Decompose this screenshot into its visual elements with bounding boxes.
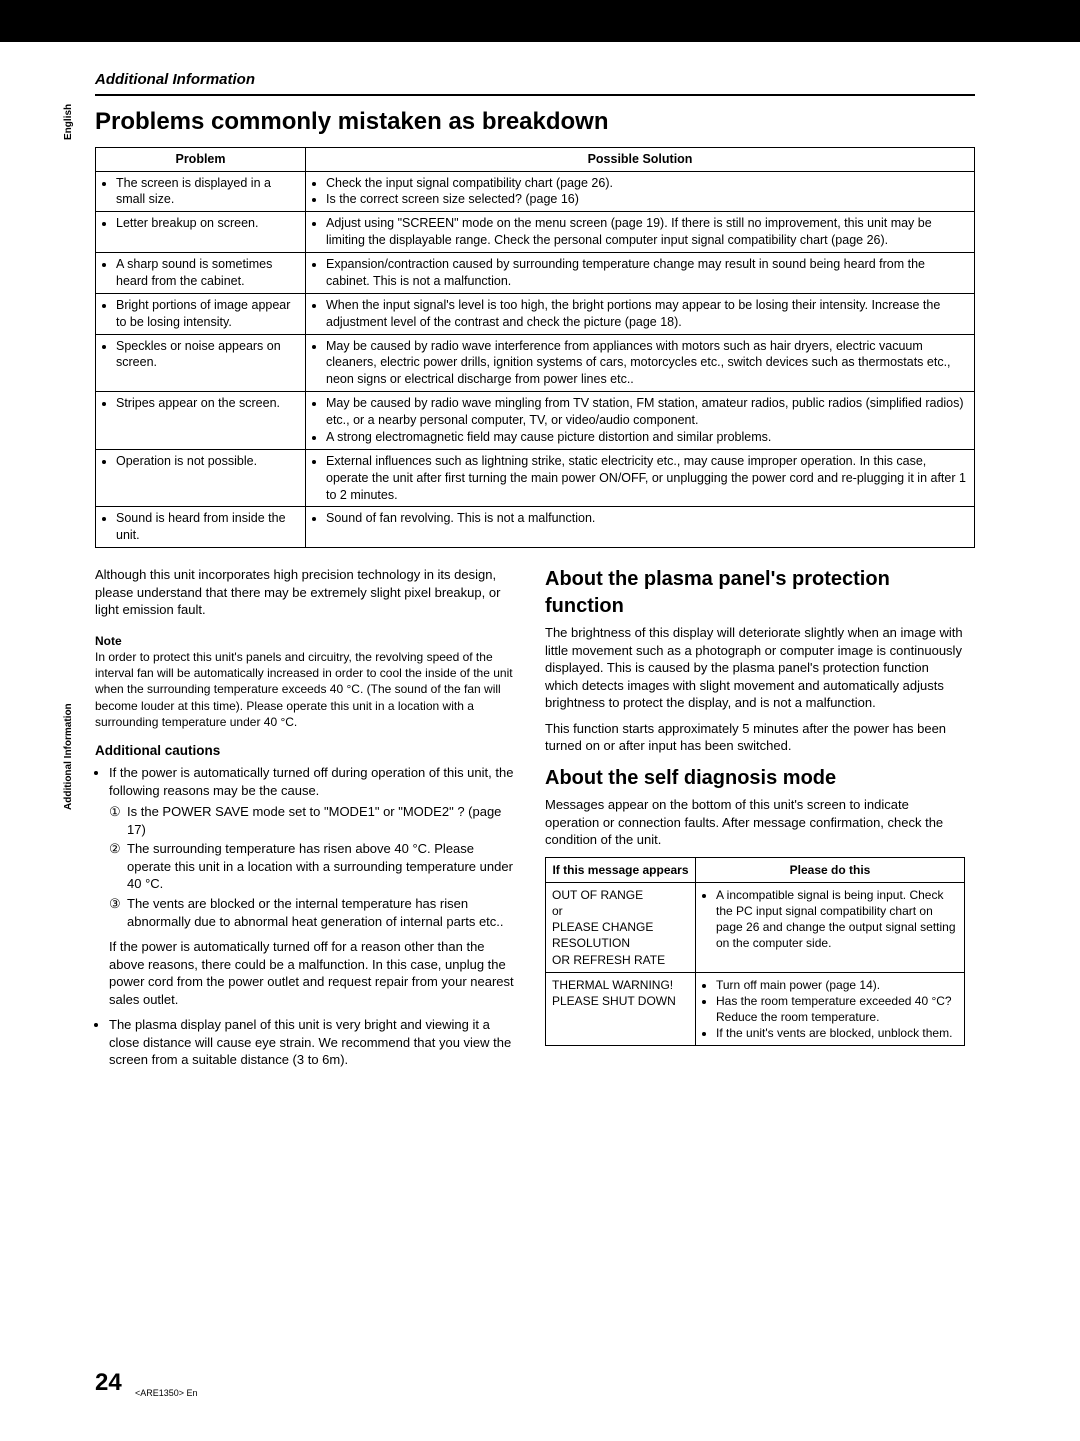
table-row-solution: Adjust using "SCREEN" mode on the menu s… [306,212,975,253]
page-title: Problems commonly mistaken as breakdown [95,106,975,138]
table-row-problem: Operation is not possible. [96,449,306,507]
table-row-problem: Sound is heard from inside the unit. [96,507,306,548]
table-row-problem: Letter breakup on screen. [96,212,306,253]
selfdiag-intro: Messages appear on the bottom of this un… [545,796,965,849]
plasma-p2: This function starts approximately 5 min… [545,720,965,755]
caution-item: Is the POWER SAVE mode set to "MODE1" or… [127,803,515,838]
th-problem: Problem [96,147,306,171]
page-number: 24 [95,1367,122,1399]
table-row-problem: The screen is displayed in a small size. [96,171,306,212]
table-row-problem: Speckles or noise appears on screen. [96,334,306,392]
th-msg: If this message appears [546,857,696,882]
note-label: Note [95,633,515,649]
page-content: Additional Information Problems commonly… [95,70,975,1069]
side-label-english: English [62,104,76,140]
section-header: Additional Information [95,70,975,90]
table-row-solution: Expansion/contraction caused by surround… [306,253,975,294]
diagnosis-table: If this message appears Please do this O… [545,857,965,1047]
left-column: Although this unit incorporates high pre… [95,566,515,1069]
table-row-solution: Sound of fan revolving. This is not a ma… [306,507,975,548]
caution-item: The vents are blocked or the internal te… [127,895,515,930]
side-label-section: Additional Information [62,703,76,810]
th-action: Please do this [696,857,965,882]
plasma-heading: About the plasma panel's protection func… [545,566,965,620]
selfdiag-heading: About the self diagnosis mode [545,765,965,792]
cautions-after: If the power is automatically turned off… [109,938,515,1008]
table-row-solution: Check the input signal compatibility cha… [306,171,975,212]
diag-action: Turn off main power (page 14).Has the ro… [696,972,965,1046]
table-row-solution: External influences such as lightning st… [306,449,975,507]
table-row-solution: May be caused by radio wave mingling fro… [306,392,975,450]
note-text: In order to protect this unit's panels a… [95,649,515,730]
bright-bullet: The plasma display panel of this unit is… [109,1016,515,1069]
section-rule [95,94,975,96]
cautions-heading: Additional cautions [95,742,515,760]
precision-paragraph: Although this unit incorporates high pre… [95,566,515,619]
table-row-solution: May be caused by radio wave interference… [306,334,975,392]
table-row-solution: When the input signal's level is too hig… [306,293,975,334]
table-row-problem: Bright portions of image appear to be lo… [96,293,306,334]
footer-code: <ARE1350> En [135,1387,198,1399]
top-black-bar [0,0,1080,42]
table-row-problem: Stripes appear on the screen. [96,392,306,450]
diag-msg: OUT OF RANGE or PLEASE CHANGE RESOLUTION… [546,882,696,972]
diag-msg: THERMAL WARNING! PLEASE SHUT DOWN [546,972,696,1046]
th-solution: Possible Solution [306,147,975,171]
problems-table: Problem Possible Solution The screen is … [95,147,975,549]
diag-action: A incompatible signal is being input. Ch… [696,882,965,972]
plasma-p1: The brightness of this display will dete… [545,624,965,712]
cautions-intro: If the power is automatically turned off… [109,764,515,1008]
table-row-problem: A sharp sound is sometimes heard from th… [96,253,306,294]
right-column: About the plasma panel's protection func… [545,566,965,1069]
caution-item: The surrounding temperature has risen ab… [127,840,515,893]
